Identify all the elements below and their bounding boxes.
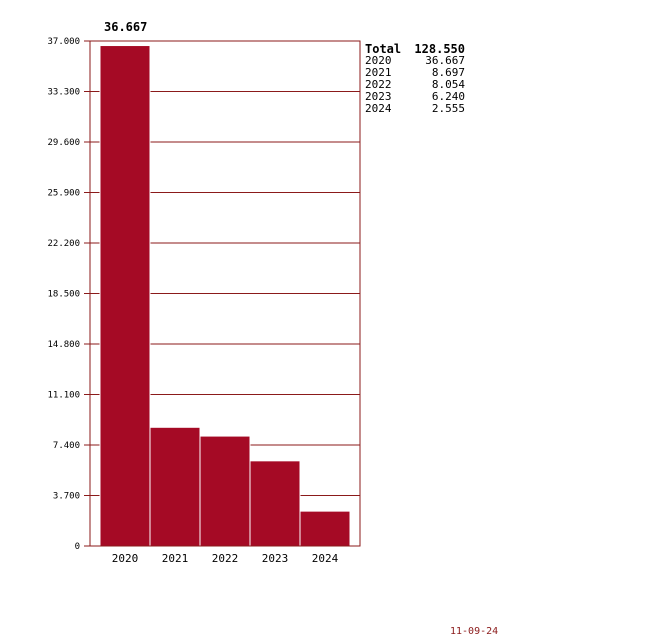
- x-tick-label: 2022: [212, 552, 239, 565]
- y-tick-label: 18.500: [47, 290, 80, 300]
- summary-year: 2024: [365, 102, 392, 115]
- x-tick-label: 2023: [262, 552, 289, 565]
- bar: [149, 426, 201, 547]
- y-tick-label: 37.000: [47, 37, 80, 47]
- y-tick-label: 25.900: [47, 189, 80, 199]
- y-tick-label: 7.400: [53, 441, 80, 451]
- bar: [299, 510, 351, 547]
- x-tick-label: 2024: [312, 552, 339, 565]
- summary-value: 8.054: [431, 78, 465, 91]
- summary-table: Total 128.550 2020 36.667 2021 8.697 202…: [365, 43, 465, 115]
- summary-row: 2020 36.667: [365, 55, 465, 67]
- axes: [84, 40, 361, 547]
- summary-value: 8.697: [431, 66, 465, 79]
- summary-total-row: Total 128.550: [365, 43, 465, 55]
- x-tick-labels: 2020 2021 2022 2023 2024: [112, 552, 339, 565]
- date-stamp: 11-09-24: [450, 626, 499, 637]
- summary-year: 2020: [365, 54, 392, 67]
- summary-total-value: 128.550: [414, 42, 465, 56]
- plot-frame: [89, 40, 361, 547]
- y-tick-label: 3.700: [53, 492, 80, 502]
- y-tick-label: 14.800: [47, 340, 80, 350]
- y-tick-label: 22.200: [47, 239, 80, 249]
- summary-row: 2023 6.240: [365, 91, 465, 103]
- x-tick-label: 2020: [112, 552, 139, 565]
- peak-value-label: 36.667: [104, 20, 147, 34]
- bars: [99, 45, 351, 547]
- summary-year: 2023: [365, 90, 392, 103]
- y-tick-label: 29.600: [47, 138, 80, 148]
- summary-value: 2.555: [431, 102, 465, 115]
- y-tick-label: 11.100: [47, 391, 80, 401]
- bar: [249, 460, 301, 547]
- bar: [99, 45, 151, 547]
- y-tick-label: 0: [75, 542, 80, 552]
- summary-row: 2021 8.697: [365, 67, 465, 79]
- summary-row: 2022 8.054: [365, 79, 465, 91]
- summary-value: 36.667: [425, 54, 465, 67]
- y-tick-label: 33.300: [47, 88, 80, 98]
- x-tick-label: 2021: [162, 552, 189, 565]
- summary-year: 2022: [365, 78, 392, 91]
- bar: [199, 435, 251, 547]
- summary-value: 6.240: [431, 90, 465, 103]
- summary-total-label: Total: [365, 42, 402, 56]
- y-tick-labels: 0 3.700 7.400 11.100 14.800 18.500 22.200 25.90…: [47, 37, 80, 552]
- summary-row: 2024 2.555: [365, 103, 465, 115]
- summary-year: 2021: [365, 66, 392, 79]
